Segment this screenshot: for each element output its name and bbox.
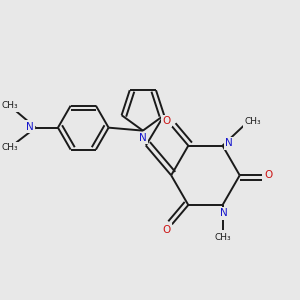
Text: CH₃: CH₃ [2,143,19,152]
Text: N: N [26,122,34,132]
Text: N: N [139,133,147,143]
Text: N: N [225,138,233,148]
Text: N: N [220,208,228,218]
Text: O: O [162,116,171,126]
Text: O: O [265,170,273,180]
Text: CH₃: CH₃ [214,233,231,242]
Text: CH₃: CH₃ [2,101,19,110]
Text: CH₃: CH₃ [244,117,261,126]
Text: O: O [162,225,171,235]
